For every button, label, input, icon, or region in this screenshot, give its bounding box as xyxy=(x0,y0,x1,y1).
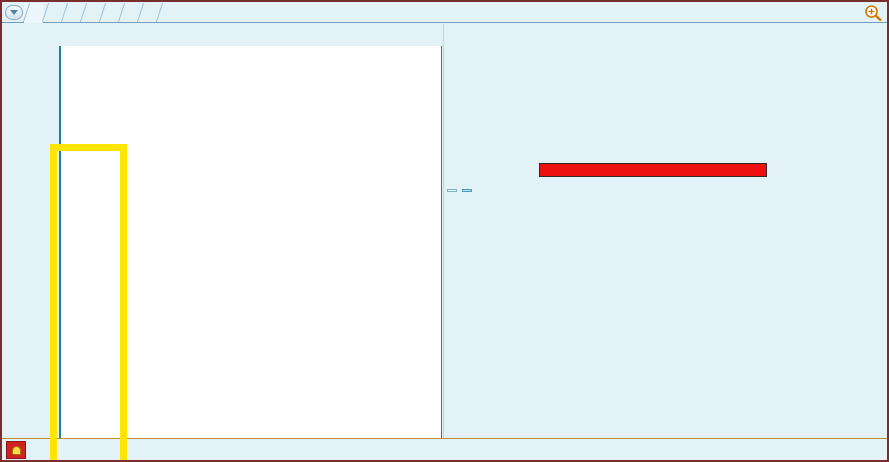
tab-dealer[interactable] xyxy=(119,3,138,22)
tab-margin-trading[interactable] xyxy=(100,3,119,22)
chart-y-axis xyxy=(2,46,59,441)
quote-row xyxy=(443,120,887,139)
outer-bar-fill xyxy=(540,163,766,176)
breadth-row xyxy=(443,277,887,296)
scope-toggle-group xyxy=(443,180,887,200)
status-bar xyxy=(2,438,887,460)
breadth-row xyxy=(443,297,887,316)
breadth-row xyxy=(443,200,887,219)
breadth-row xyxy=(443,258,887,277)
chevron-down-icon xyxy=(10,10,18,15)
intraday-chart[interactable] xyxy=(2,46,442,460)
toggle-exclude-warrants[interactable] xyxy=(462,188,472,192)
quote-row xyxy=(443,101,887,120)
chart-canvas xyxy=(61,46,443,441)
tab-technical-minute[interactable] xyxy=(62,3,81,22)
inner-outer-bar xyxy=(539,162,767,177)
quote-row xyxy=(443,24,887,43)
tab-technical-daily[interactable] xyxy=(43,3,62,22)
search-icon[interactable] xyxy=(863,4,883,22)
quote-row xyxy=(443,140,887,159)
quote-detail-panel xyxy=(443,24,887,442)
inner-outer-bar-row xyxy=(443,159,887,180)
breadth-row xyxy=(443,239,887,258)
tab-institutional[interactable] xyxy=(81,3,100,22)
panel-divider xyxy=(443,24,444,442)
tab-dropdown-button[interactable] xyxy=(5,5,23,20)
bell-glyph xyxy=(11,445,21,455)
quote-row xyxy=(443,63,887,82)
quote-header xyxy=(2,24,442,46)
tab-strip-end xyxy=(157,3,171,22)
breadth-row xyxy=(443,219,887,238)
quote-row xyxy=(443,82,887,101)
tab-realtime-news[interactable] xyxy=(138,3,157,22)
tab-bar xyxy=(2,2,887,23)
chart-plot-area[interactable] xyxy=(59,46,442,441)
toggle-overall[interactable] xyxy=(447,188,457,192)
bell-icon[interactable] xyxy=(6,441,26,459)
quote-row xyxy=(443,43,887,62)
tab-product-overview[interactable] xyxy=(24,3,43,23)
